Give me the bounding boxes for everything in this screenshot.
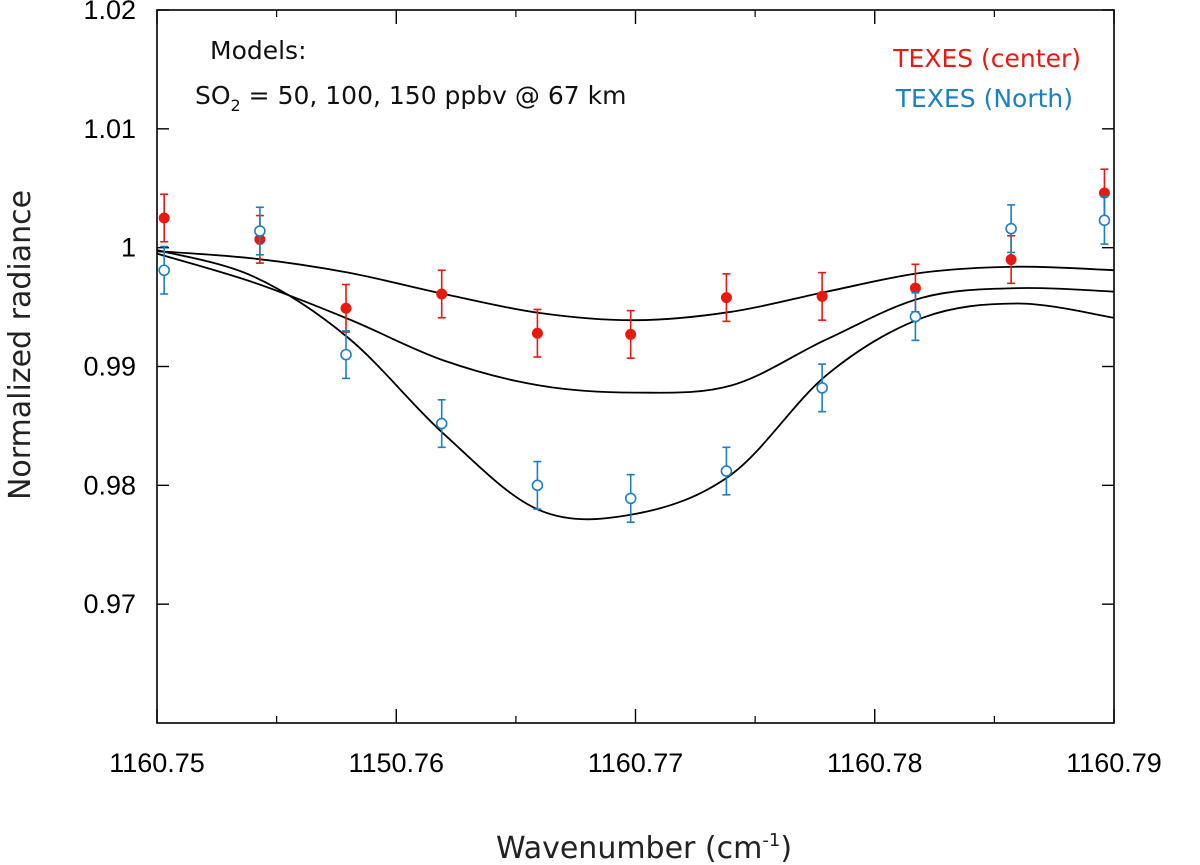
y-tick-label: 1.01 bbox=[83, 114, 136, 144]
data-point-north bbox=[816, 382, 828, 394]
data-points bbox=[158, 168, 1111, 523]
annotation-line1: Models: bbox=[210, 36, 307, 65]
x-tick-label: 1160.78 bbox=[827, 748, 923, 778]
data-point-center bbox=[720, 292, 732, 304]
data-point-north bbox=[1098, 214, 1111, 227]
data-point-center bbox=[1005, 254, 1017, 266]
y-tick-label: 0.97 bbox=[83, 589, 136, 619]
data-point-center bbox=[909, 282, 921, 294]
x-tick-label: 1160.75 bbox=[109, 748, 205, 778]
data-point-center bbox=[340, 302, 352, 314]
model-curve bbox=[156, 250, 1115, 322]
legend-entry-center: TEXES (center) bbox=[892, 44, 1081, 73]
y-tick-label: 1.02 bbox=[83, 0, 136, 25]
model-curves bbox=[156, 249, 1115, 521]
data-point-north bbox=[624, 492, 637, 505]
y-ticks: 0.97 0.98 0.99 1 1.01 1.02 bbox=[83, 0, 1114, 619]
data-point-north bbox=[340, 348, 352, 361]
model-curve bbox=[156, 249, 1115, 521]
y-tick-label: 0.99 bbox=[83, 352, 136, 382]
data-point-north bbox=[158, 264, 170, 277]
model-curve bbox=[156, 252, 1115, 394]
data-point-center bbox=[816, 290, 828, 302]
x-tick-label: 1160.77 bbox=[588, 748, 684, 778]
data-point-north bbox=[254, 225, 266, 237]
data-point-north bbox=[1005, 222, 1017, 235]
data-point-north bbox=[531, 479, 544, 492]
data-point-north bbox=[435, 417, 448, 430]
x-ticks: 1160.75 1150.76 1160.77 1160.78 1160.79 bbox=[109, 10, 1162, 778]
data-point-north bbox=[909, 310, 922, 323]
data-point-center bbox=[531, 327, 543, 339]
x-tick-label: 1160.79 bbox=[1066, 748, 1162, 778]
data-point-north bbox=[720, 465, 733, 477]
y-tick-label: 0.98 bbox=[83, 470, 136, 500]
legend-entry-north: TEXES (North) bbox=[895, 84, 1073, 113]
y-axis-label: Normalized radiance bbox=[3, 190, 38, 500]
plot-frame bbox=[156, 9, 1115, 724]
annotation-line2: SO2 = 50, 100, 150 ppbv @ 67 km bbox=[195, 81, 626, 115]
x-axis-label: Wavenumber (cm-1) bbox=[496, 830, 792, 865]
data-point-center bbox=[436, 288, 448, 300]
x-tick-label: 1150.76 bbox=[348, 748, 444, 778]
data-point-center bbox=[158, 212, 170, 224]
data-point-center bbox=[625, 328, 637, 340]
y-tick-label: 1 bbox=[121, 233, 136, 263]
